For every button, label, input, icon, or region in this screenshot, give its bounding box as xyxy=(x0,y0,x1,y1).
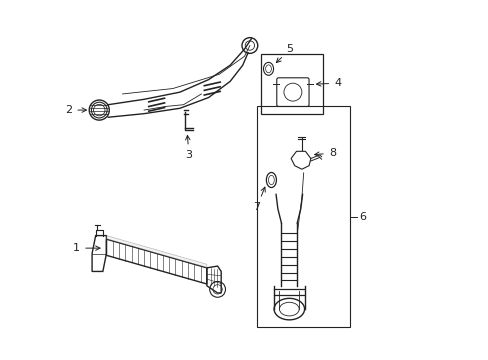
Bar xyxy=(260,54,323,114)
Text: 3: 3 xyxy=(185,135,192,159)
Bar xyxy=(257,107,349,327)
Text: 5: 5 xyxy=(276,45,293,63)
Text: 6: 6 xyxy=(359,212,366,222)
Text: 4: 4 xyxy=(316,78,341,88)
Text: 8: 8 xyxy=(314,148,335,158)
Text: 2: 2 xyxy=(65,105,86,115)
Text: 7: 7 xyxy=(253,187,265,212)
Text: 1: 1 xyxy=(73,243,100,253)
Polygon shape xyxy=(106,235,206,268)
